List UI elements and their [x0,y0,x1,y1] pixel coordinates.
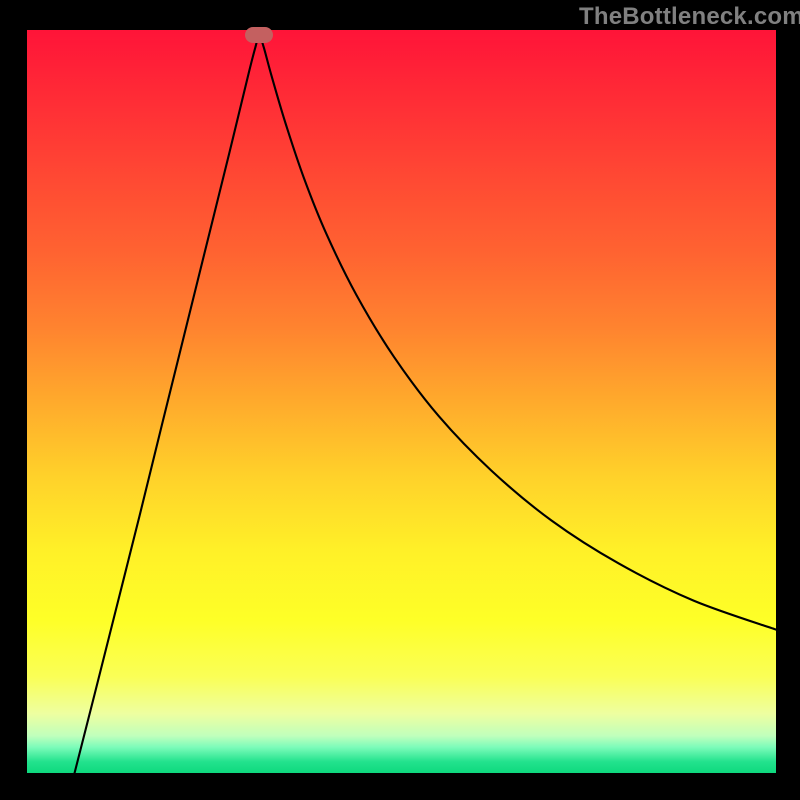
bottleneck-marker [245,27,273,43]
chart-svg [27,30,776,773]
chart-plot-area [27,30,776,773]
watermark-text: TheBottleneck.com [579,3,800,31]
bottleneck-curve [75,35,776,773]
